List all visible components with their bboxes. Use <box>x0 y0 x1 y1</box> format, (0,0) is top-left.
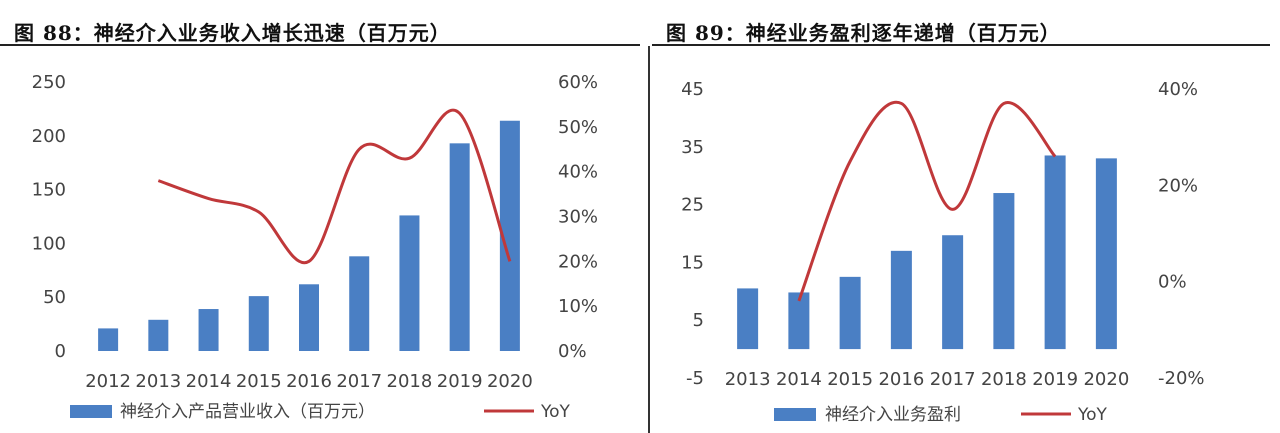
y-right-tick-label: -20% <box>1158 368 1205 389</box>
y-left-tick-label: 0 <box>55 341 66 362</box>
y-right-tick-label: 30% <box>558 207 598 228</box>
x-tick-label: 2015 <box>827 369 873 390</box>
y-right-tick-label: 20% <box>558 251 598 272</box>
y-right-tick-label: 60% <box>558 72 598 93</box>
legend-label: 神经介入业务盈利 <box>825 405 961 425</box>
bar <box>248 296 269 351</box>
y-left-tick-label: 250 <box>32 72 66 93</box>
bar <box>1044 155 1066 350</box>
bar <box>788 292 810 350</box>
bar <box>993 193 1015 350</box>
y-left-tick-label: 35 <box>681 137 704 158</box>
bar <box>198 309 219 351</box>
bar <box>349 256 370 351</box>
bar <box>1095 158 1117 350</box>
bar <box>839 276 861 350</box>
x-tick-label: 2017 <box>336 371 382 392</box>
panel-divider <box>648 46 650 433</box>
y-right-tick-label: 40% <box>558 162 598 183</box>
y-left-tick-label: 15 <box>681 252 704 273</box>
bar <box>890 250 912 350</box>
y-right-tick-label: 50% <box>558 117 598 138</box>
x-tick-label: 2017 <box>930 369 976 390</box>
bar <box>399 215 420 351</box>
x-tick-label: 2014 <box>776 369 822 390</box>
legend-label: 神经介入产品营业收入（百万元） <box>120 402 375 422</box>
y-left-tick-label: 200 <box>32 126 66 147</box>
bar <box>499 120 520 352</box>
x-tick-label: 2016 <box>878 369 924 390</box>
chart-panel-89: 图 89：神经业务盈利逐年递增（百万元） -5 5 15 25 35 45 -20% 0% 20… <box>652 0 1280 433</box>
y-left-tick-label: 150 <box>32 180 66 201</box>
chart-89-svg: -5 5 15 25 35 45 -20% 0% 20% 40% 2013 2014 2015 2016 2… <box>681 79 1205 425</box>
bar <box>148 319 169 351</box>
x-tick-label: 2018 <box>981 369 1027 390</box>
title-rule <box>652 44 1270 46</box>
y-right-tick-label: 0% <box>558 341 587 362</box>
bar <box>98 328 119 351</box>
bar <box>737 288 759 350</box>
x-tick-label: 2013 <box>725 369 771 390</box>
figure-title: 图 88：神经介入业务收入增长迅速（百万元） <box>14 21 451 45</box>
x-tick-label: 2020 <box>1083 369 1129 390</box>
legend-swatch-bar <box>774 408 816 421</box>
y-left-tick-label: 50 <box>43 287 66 308</box>
legend-label: YoY <box>540 402 571 422</box>
x-tick-label: 2013 <box>135 371 181 392</box>
title-rule <box>0 44 640 46</box>
y-left-tick-label: -5 <box>686 368 704 389</box>
legend-swatch-bar <box>70 405 112 418</box>
x-tick-label: 2014 <box>186 371 232 392</box>
x-tick-label: 2016 <box>286 371 332 392</box>
y-left-tick-label: 25 <box>681 195 704 216</box>
y-left-tick-label: 45 <box>681 79 704 100</box>
x-tick-label: 2019 <box>437 371 483 392</box>
bar <box>942 235 964 350</box>
x-tick-label: 2019 <box>1032 369 1078 390</box>
bar <box>449 143 470 351</box>
yoy-line <box>157 108 512 265</box>
y-right-tick-label: 10% <box>558 296 598 317</box>
x-tick-label: 2018 <box>387 371 433 392</box>
x-tick-label: 2015 <box>236 371 282 392</box>
legend-label: YoY <box>1077 405 1108 425</box>
y-left-tick-label: 5 <box>693 310 704 331</box>
x-tick-label: 2012 <box>85 371 131 392</box>
y-right-tick-label: 40% <box>1158 79 1198 100</box>
y-left-tick-label: 100 <box>32 233 66 254</box>
y-right-tick-label: 20% <box>1158 175 1198 196</box>
figure-title: 图 89：神经业务盈利逐年递增（百万元） <box>666 21 1061 45</box>
yoy-line <box>797 100 1057 302</box>
y-right-tick-label: 0% <box>1158 272 1187 293</box>
x-tick-label: 2020 <box>487 371 533 392</box>
bar <box>299 284 319 351</box>
chart-panel-88: 图 88：神经介入业务收入增长迅速（百万元） 0 50 100 150 200 250 0%… <box>0 21 640 422</box>
